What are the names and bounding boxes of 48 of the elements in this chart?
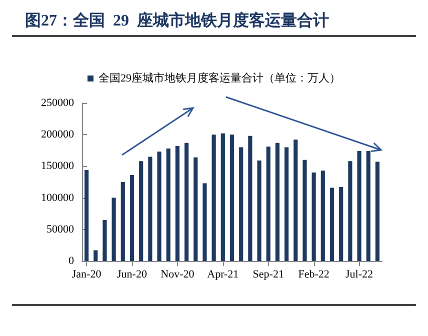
bar — [294, 140, 298, 261]
y-tick-label: 250000 — [41, 97, 74, 109]
bar — [330, 188, 334, 261]
x-tick-label: Nov-20 — [160, 268, 195, 280]
legend-label: 全国29座城市地铁月度客运量合计（单位：万人） — [98, 72, 340, 84]
bar — [239, 147, 244, 261]
x-tick-label: Feb-22 — [298, 268, 330, 280]
bar — [84, 170, 89, 261]
bar — [257, 160, 262, 261]
y-tick-label: 0 — [68, 255, 74, 267]
bar — [220, 133, 225, 261]
y-tick-label: 200000 — [41, 128, 74, 141]
bar — [94, 250, 98, 261]
bar — [248, 136, 252, 261]
bar — [366, 151, 370, 261]
bar — [102, 220, 107, 261]
y-tick-label: 100000 — [41, 192, 74, 204]
bar — [157, 152, 162, 261]
bar — [139, 161, 144, 261]
bar — [348, 161, 352, 261]
x-tick-label: Jul-22 — [346, 268, 374, 280]
bar — [284, 147, 289, 261]
bar — [320, 170, 325, 261]
x-tick-label: Apr-21 — [207, 268, 239, 280]
bar — [130, 175, 134, 261]
bar — [302, 160, 307, 261]
bar — [357, 151, 362, 261]
bar — [230, 134, 234, 261]
chart-title: 图27：全国 29 座城市地铁月度客运量合计 — [25, 10, 329, 30]
bar — [339, 187, 344, 261]
x-tick-label: Jan-20 — [72, 268, 102, 280]
bar — [194, 157, 198, 261]
bar — [166, 148, 170, 261]
bar — [120, 182, 125, 261]
bar — [148, 156, 152, 261]
bar — [175, 146, 180, 261]
y-tick-label: 150000 — [41, 160, 74, 172]
y-tick-label: 50000 — [46, 223, 74, 236]
bar — [112, 198, 116, 261]
bar — [266, 146, 270, 261]
bar — [375, 162, 380, 261]
bar — [312, 172, 316, 261]
bar — [184, 142, 189, 261]
bar — [202, 183, 207, 261]
bar — [212, 134, 216, 261]
x-tick-label: Sep-21 — [252, 268, 284, 280]
bar — [275, 142, 280, 261]
x-tick-label: Jun-20 — [117, 268, 148, 280]
